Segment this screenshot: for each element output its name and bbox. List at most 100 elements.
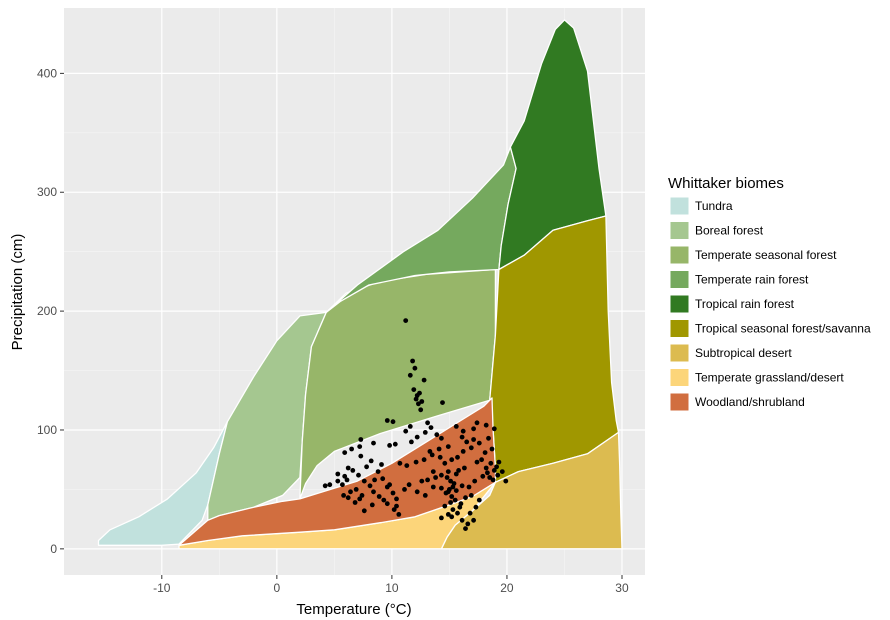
site-point — [485, 470, 490, 476]
site-point — [412, 365, 418, 371]
site-point — [322, 483, 328, 489]
legend: Whittaker biomes Tundra Boreal forest Temp… — [668, 175, 871, 412]
biome-polygons — [97, 19, 623, 550]
site-point — [428, 425, 434, 430]
site-point — [453, 471, 459, 477]
legend-key-woodland-shrubland — [669, 392, 690, 412]
site-point — [467, 510, 473, 516]
site-point — [419, 399, 425, 404]
site-point — [489, 446, 495, 452]
site-point — [453, 488, 459, 493]
legend-label-boreal-forest: Boreal forest — [695, 224, 764, 238]
site-point — [407, 372, 413, 378]
site-point — [460, 449, 466, 454]
site-point — [449, 457, 455, 463]
site-point — [335, 478, 341, 484]
site-point — [381, 497, 387, 503]
site-point — [439, 472, 444, 478]
site-point — [439, 485, 444, 491]
site-point — [495, 472, 501, 478]
site-point — [448, 500, 453, 505]
legend-label-tropical-seasonal-forest-savanna: Tropical seasonal forest/savanna — [695, 322, 871, 336]
site-point — [471, 517, 476, 523]
site-point — [488, 460, 494, 466]
site-point — [358, 437, 364, 442]
site-point — [466, 484, 472, 490]
site-point — [422, 430, 428, 435]
site-point — [457, 504, 463, 510]
site-point — [407, 424, 413, 429]
site-point — [442, 460, 448, 466]
site-point — [345, 495, 351, 501]
site-point — [449, 494, 455, 499]
site-point — [357, 496, 363, 502]
site-point — [380, 476, 386, 482]
site-point — [418, 407, 424, 413]
x-axis-title: Temperature (°C) — [296, 601, 411, 618]
site-point — [474, 420, 480, 426]
site-point — [459, 517, 465, 523]
site-point — [387, 443, 392, 448]
site-point — [437, 454, 443, 460]
site-point — [364, 464, 369, 470]
legend-key-subtropical-desert — [669, 343, 690, 363]
site-point — [443, 490, 449, 496]
site-point — [439, 435, 444, 441]
site-point — [442, 503, 448, 509]
site-point — [410, 358, 415, 364]
site-point — [487, 475, 493, 480]
site-point — [434, 432, 440, 438]
x-tick-label: -10 — [153, 581, 171, 595]
site-point — [404, 463, 410, 468]
site-point — [465, 521, 471, 527]
site-point — [358, 453, 364, 459]
site-point — [455, 454, 460, 460]
site-point — [463, 526, 468, 531]
site-point — [445, 469, 451, 474]
legend-label-subtropical-desert: Subtropical desert — [695, 346, 792, 360]
site-point — [413, 459, 419, 465]
site-point — [406, 482, 412, 488]
site-point — [462, 465, 467, 471]
site-point — [340, 482, 345, 488]
site-point — [367, 483, 373, 489]
site-point — [445, 444, 451, 449]
site-points — [322, 318, 509, 531]
site-point — [361, 478, 367, 484]
site-point — [368, 458, 374, 464]
site-point — [450, 484, 456, 490]
site-point — [390, 419, 396, 425]
site-point — [371, 489, 376, 495]
x-tick-label: 10 — [385, 581, 399, 595]
legend-label-temperate-grassland-desert: Temperate grassland/desert — [695, 371, 844, 385]
site-point — [356, 472, 361, 478]
site-point — [352, 500, 358, 505]
site-point — [425, 477, 430, 483]
site-point — [491, 468, 497, 473]
site-point — [384, 501, 390, 507]
site-point — [403, 428, 409, 434]
site-point — [503, 478, 509, 484]
site-point — [379, 462, 384, 467]
site-point — [392, 441, 398, 447]
site-point — [486, 435, 491, 441]
site-point — [421, 457, 427, 463]
site-point — [459, 483, 465, 489]
site-point — [391, 507, 397, 512]
site-point — [444, 475, 450, 480]
site-point — [453, 424, 459, 429]
site-point — [429, 452, 435, 458]
site-point — [414, 489, 420, 495]
site-point — [452, 497, 458, 503]
site-point — [350, 468, 356, 473]
x-tick-label: 0 — [273, 581, 280, 595]
site-point — [372, 477, 377, 483]
site-point — [387, 482, 392, 488]
site-point — [413, 396, 419, 402]
site-point — [479, 457, 484, 463]
site-point — [447, 487, 452, 492]
site-point — [369, 502, 375, 508]
site-point — [342, 450, 348, 455]
site-point — [460, 428, 466, 434]
